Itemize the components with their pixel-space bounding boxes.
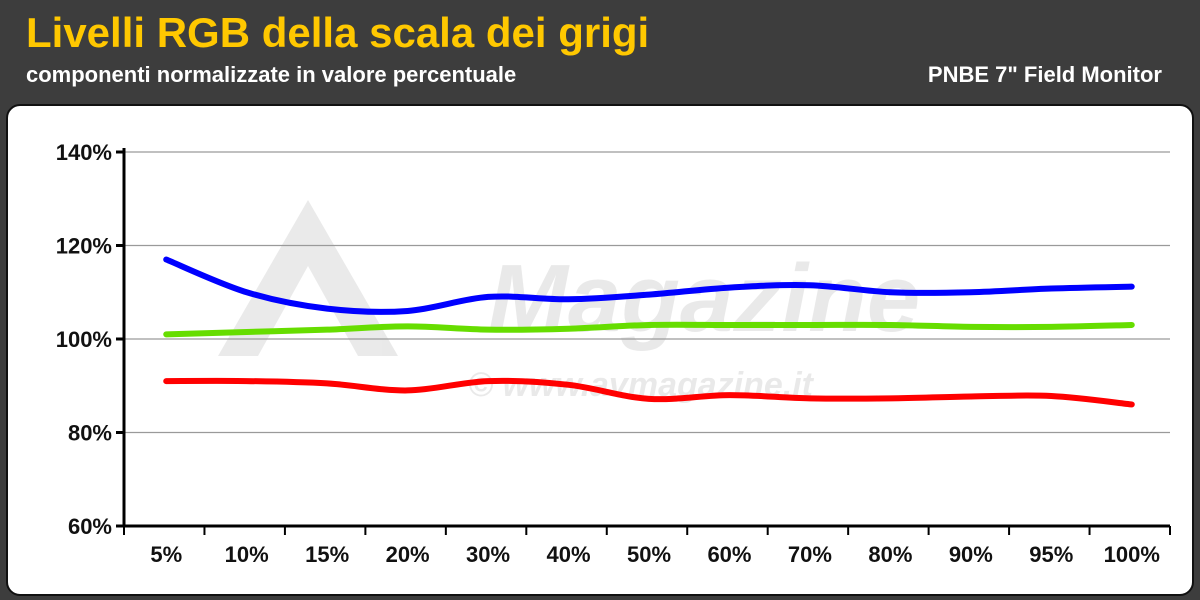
chart-subtitle: componenti normalizzate in valore percen… — [26, 62, 517, 87]
chart-header: Livelli RGB della scala dei grigi compon… — [0, 0, 1200, 104]
y-tick-label: 100% — [56, 327, 112, 352]
watermark-logo-mark — [218, 200, 398, 356]
gridlines — [124, 151, 1170, 434]
plot-panel: Magazine © www.avmagazine.it 60% 80% 100% 1… — [6, 104, 1194, 596]
x-tick-label: 90% — [949, 542, 993, 567]
x-tick-label: 50% — [627, 542, 671, 567]
series-line-red — [163, 377, 1135, 408]
y-tick-label: 80% — [68, 421, 112, 446]
series-line-green — [163, 321, 1135, 338]
chart-title: Livelli RGB della scala dei grigi — [26, 9, 650, 56]
tick-labels: 60% 80% 100% 120% 140% 5% 10% 15% 20% 30% 40% 50% 60… — [56, 140, 1160, 567]
x-tick-label: 5% — [150, 542, 182, 567]
x-tick-label: 80% — [868, 542, 912, 567]
x-tick-label: 10% — [225, 542, 269, 567]
y-tick-label: 60% — [68, 514, 112, 539]
x-tick-label: 15% — [305, 542, 349, 567]
line-chart: Magazine © www.avmagazine.it 60%80%100%1… — [56, 140, 1171, 567]
series-lines — [163, 256, 1135, 408]
x-tick-label: 20% — [386, 542, 430, 567]
x-tick-label: 100% — [1104, 542, 1160, 567]
x-tick-label: 30% — [466, 542, 510, 567]
y-tick-label: 140% — [56, 140, 112, 165]
x-tick-label: 70% — [788, 542, 832, 567]
x-tick-label: 95% — [1029, 542, 1073, 567]
series-line-blue — [163, 256, 1135, 315]
x-tick-label: 40% — [547, 542, 591, 567]
axes — [116, 148, 1171, 535]
device-name: PNBE 7" Field Monitor — [927, 62, 1162, 87]
x-tick-label: 60% — [707, 542, 751, 567]
y-tick-label: 120% — [56, 234, 112, 259]
